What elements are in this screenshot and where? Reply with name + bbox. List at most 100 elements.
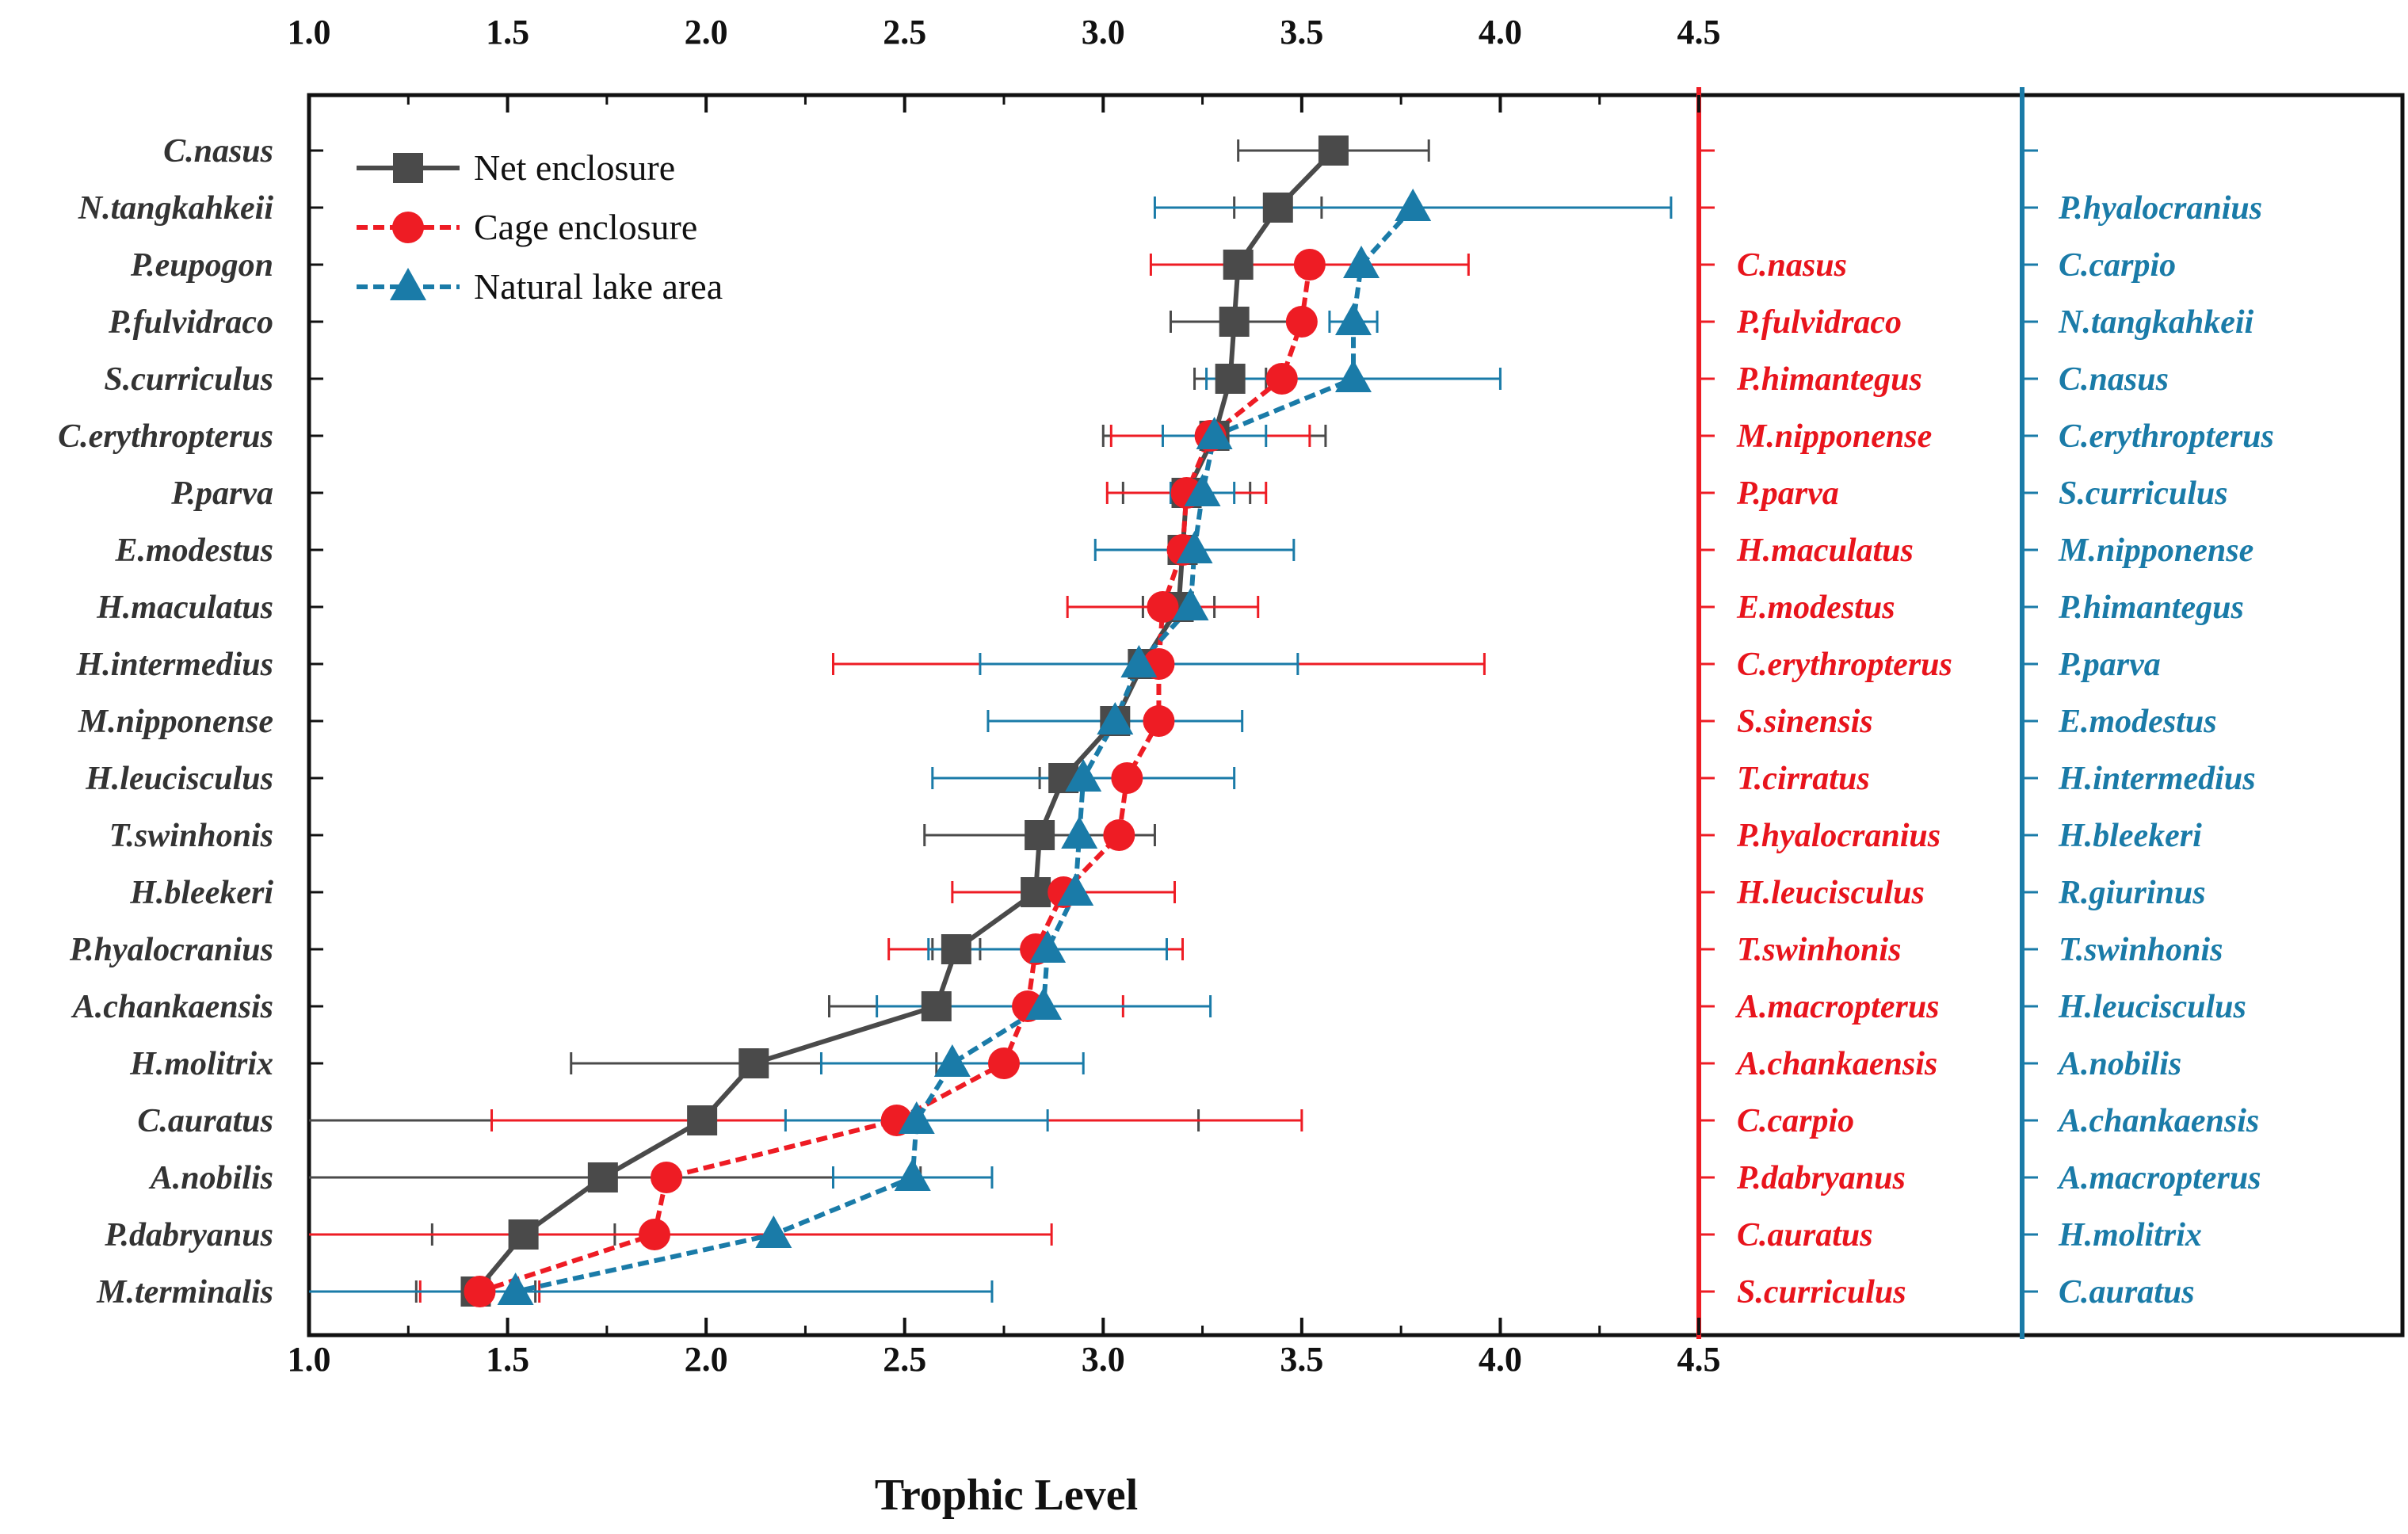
- x-axis-title: Trophic Level: [875, 1471, 1138, 1520]
- square-marker: [1219, 307, 1250, 337]
- x-tick-label-top: 1.0: [288, 13, 331, 52]
- triangle-marker: [390, 268, 426, 300]
- cage-rank-label: T.swinhonis: [1737, 932, 1901, 968]
- cage-rank-label: P.fulvidraco: [1736, 304, 1902, 341]
- species-label: H.bleekeri: [129, 875, 273, 911]
- triangle-marker: [1025, 987, 1063, 1020]
- square-marker: [1021, 877, 1051, 907]
- natural-rank-label: E.modestus: [2058, 704, 2217, 740]
- x-tick-label-bottom: 2.0: [685, 1340, 728, 1379]
- triangle-marker: [1029, 930, 1067, 963]
- square-marker: [941, 934, 971, 964]
- square-marker: [1223, 250, 1254, 280]
- triangle-marker: [497, 1273, 534, 1305]
- x-tick-label-bottom: 1.0: [288, 1340, 331, 1379]
- square-marker: [393, 153, 423, 183]
- circle-marker: [464, 1276, 496, 1307]
- species-labels: C.nasus N.tangkahkeii P.eupogon P.fulvidrac…: [58, 133, 273, 1311]
- square-marker: [1215, 364, 1246, 394]
- x-tick-label-top: 4.0: [1479, 13, 1522, 52]
- species-label: P.parva: [170, 475, 273, 512]
- x-tick-label-bottom: 2.5: [883, 1340, 926, 1379]
- square-marker: [1262, 193, 1293, 223]
- natural-rank-label: R.giurinus: [2058, 875, 2206, 911]
- species-label: C.nasus: [163, 133, 273, 170]
- triangle-marker: [1395, 189, 1432, 221]
- triangle-marker: [1343, 246, 1380, 278]
- natural-rank-label: P.parva: [2058, 647, 2161, 683]
- natural-rank-label: S.curriculus: [2059, 475, 2228, 512]
- species-label: C.auratus: [137, 1103, 273, 1139]
- circle-marker: [651, 1162, 683, 1193]
- circle-marker: [1147, 591, 1179, 623]
- circle-marker: [1265, 363, 1298, 395]
- cage-rank-label: T.cirratus: [1737, 761, 1870, 797]
- species-label: E.modestus: [114, 532, 273, 569]
- triangle-marker: [898, 1101, 935, 1134]
- x-tick-label-top: 2.0: [685, 13, 728, 52]
- triangle-marker: [1057, 873, 1094, 906]
- circle-marker: [1143, 705, 1175, 737]
- triangle-marker: [933, 1044, 971, 1077]
- x-tick-label-top: 4.5: [1677, 13, 1721, 52]
- triangle-marker: [1065, 759, 1102, 792]
- triangle-marker: [1184, 474, 1221, 506]
- species-label: P.dabryanus: [104, 1217, 273, 1254]
- triangle-marker: [1097, 702, 1134, 735]
- species-label: S.curriculus: [104, 361, 273, 398]
- species-label: H.intermedius: [75, 647, 273, 683]
- triangle-marker: [1196, 417, 1233, 449]
- cage-rank-label: P.hyalocranius: [1736, 818, 1941, 854]
- square-marker: [687, 1105, 718, 1135]
- triangle-marker: [1061, 816, 1098, 849]
- plot-frame: [307, 93, 2405, 1337]
- square-marker: [921, 991, 952, 1021]
- natural-rank-label: H.bleekeri: [2058, 818, 2202, 854]
- circle-marker: [1111, 762, 1143, 794]
- circle-marker: [392, 212, 424, 243]
- square-marker: [1025, 820, 1055, 850]
- species-label: A.nobilis: [148, 1160, 273, 1196]
- circle-marker: [1103, 819, 1135, 851]
- cage-rank-label: M.nipponense: [1736, 418, 1932, 455]
- species-label: P.fulvidraco: [108, 304, 273, 341]
- series-markers: [460, 135, 1432, 1307]
- natural-rank-label: C.auratus: [2059, 1274, 2195, 1311]
- circle-marker: [988, 1047, 1020, 1079]
- x-tick-label-top: 3.0: [1082, 13, 1125, 52]
- right-column-labels: C.nasus P.fulvidraco P.himantegus M.nippone…: [1699, 149, 2274, 1311]
- legend: Net enclosure Cage enclosure Natural lake …: [341, 127, 816, 317]
- x-tick-label-top: 3.5: [1280, 13, 1323, 52]
- cage-rank-label: E.modestus: [1736, 590, 1895, 626]
- natural-rank-label: C.carpio: [2059, 247, 2176, 284]
- legend-label: Net enclosure: [474, 147, 675, 188]
- species-label: N.tangkahkeii: [78, 190, 274, 227]
- cage-rank-label: A.chankaensis: [1734, 1046, 1937, 1082]
- square-marker: [508, 1219, 539, 1250]
- x-tick-label-bottom: 3.0: [1082, 1340, 1125, 1379]
- x-tick-label-bottom: 4.0: [1479, 1340, 1522, 1379]
- legend-label: Natural lake area: [474, 266, 723, 307]
- species-label: T.swinhonis: [109, 818, 273, 854]
- species-label: M.nipponense: [78, 704, 273, 740]
- square-marker: [738, 1048, 769, 1078]
- natural-rank-label: C.nasus: [2059, 361, 2169, 398]
- cage-rank-label: H.maculatus: [1736, 532, 1914, 569]
- circle-marker: [1293, 249, 1326, 280]
- triangle-marker: [755, 1215, 792, 1248]
- legend-label: Cage enclosure: [474, 207, 697, 247]
- cage-rank-label: C.nasus: [1737, 247, 1847, 284]
- species-label: M.terminalis: [96, 1274, 273, 1311]
- natural-rank-label: H.leucisculus: [2058, 989, 2246, 1025]
- square-marker: [587, 1162, 618, 1192]
- cage-rank-label: C.auratus: [1737, 1217, 1873, 1254]
- species-label: H.leucisculus: [85, 761, 273, 797]
- species-label: P.hyalocranius: [69, 932, 273, 968]
- square-marker: [1318, 135, 1349, 166]
- cage-rank-label: P.parva: [1736, 475, 1839, 512]
- cage-rank-label: H.leucisculus: [1736, 875, 1925, 911]
- natural-rank-label: C.erythropterus: [2059, 418, 2274, 455]
- cage-rank-label: C.carpio: [1737, 1103, 1854, 1139]
- series-line: [514, 205, 1415, 1294]
